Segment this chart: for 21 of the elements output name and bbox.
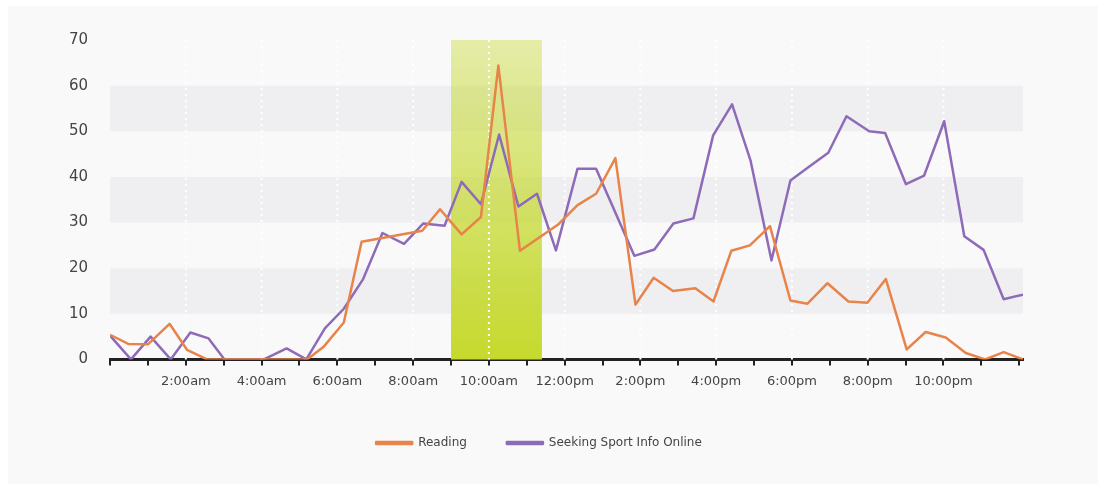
x-tick-label: 8:00pm	[842, 372, 893, 388]
x-tick-label: 2:00pm	[615, 372, 666, 388]
x-tick-label: 10:00am	[459, 372, 518, 388]
x-tick-label: 6:00pm	[766, 372, 817, 388]
y-tick-label: 0	[78, 349, 89, 368]
x-tick-label: 2:00am	[160, 372, 211, 388]
x-tick-label: 4:00pm	[691, 372, 742, 388]
y-tick-label: 70	[68, 29, 89, 48]
x-tick-label: 6:00am	[312, 372, 363, 388]
y-tick-label: 10	[68, 303, 89, 322]
y-tick-label: 20	[68, 258, 89, 277]
x-tick-label: 12:00pm	[535, 372, 594, 388]
legend-label: Seeking Sport Info Online	[548, 435, 702, 450]
y-tick-label: 40	[68, 166, 89, 185]
y-tick-label: 50	[68, 121, 89, 140]
x-tick-label: 4:00am	[236, 372, 287, 388]
legend-label: Reading	[418, 435, 467, 450]
x-tick-label: 8:00am	[388, 372, 439, 388]
y-tick-label: 30	[68, 212, 89, 231]
y-tick-label: 60	[68, 75, 89, 94]
x-tick-label: 10:00pm	[914, 372, 973, 388]
